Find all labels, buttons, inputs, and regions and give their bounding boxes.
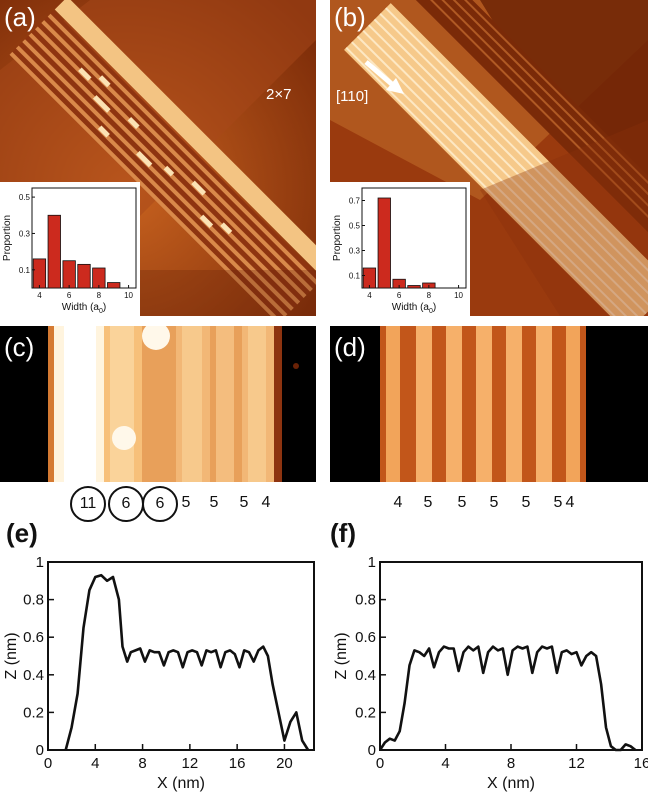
x-tick-label: 20 [276, 755, 293, 772]
stm-image-a: (a) 2×7 4 6 8 10 0.1 0.3 0.5 Width (a0) Proporti… [0, 0, 316, 316]
height-profile-line [64, 573, 310, 751]
width-label: 5 [489, 494, 499, 511]
width-label: 6 [108, 486, 144, 522]
histogram-bar [377, 197, 391, 289]
y-tick-label: 1 [36, 556, 44, 571]
stm-zoom-d: (d) [330, 326, 648, 482]
x-tick-label: 4 [37, 291, 42, 300]
panel-label-a: (a) [4, 2, 36, 32]
x-tick-label: 0 [44, 755, 52, 772]
reconstruction-label: 2×7 [266, 86, 292, 103]
y-axis-label: Z (nm) [3, 632, 20, 679]
y-tick-label: 0.5 [19, 193, 31, 202]
x-tick-label: 0 [376, 755, 384, 772]
x-tick-label: 16 [229, 755, 246, 772]
y-tick-label: 0.8 [23, 592, 44, 609]
direction-arrow-icon [364, 60, 404, 94]
width-label: 5 [181, 494, 191, 511]
y-tick-label: 0 [368, 742, 376, 759]
y-axis-label: Proportion [332, 215, 343, 261]
histogram-bar [107, 282, 121, 289]
y-axis-label: Z (nm) [333, 632, 350, 679]
y-tick-label: 0.7 [349, 197, 361, 206]
histogram-bar [77, 263, 91, 289]
width-label: 6 [142, 486, 178, 522]
stm-zoom-c-graphic [0, 326, 316, 482]
x-tick-label: 12 [182, 755, 199, 772]
x-axis-label-subscript: 0 [99, 308, 103, 315]
height-profile-line [378, 645, 637, 752]
x-tick-label: 10 [454, 291, 463, 300]
panel-label-d: (d) [334, 332, 366, 362]
x-tick-label: 8 [138, 755, 146, 772]
plot-frame [361, 187, 467, 289]
x-axis-label: Width (a0) [392, 302, 436, 315]
panel-label-c: (c) [4, 332, 35, 362]
x-tick-label: 6 [67, 291, 72, 300]
y-tick-label: 0.4 [355, 667, 376, 684]
histogram-bar [32, 258, 47, 289]
width-label: 5 [239, 494, 249, 511]
width-label: 5 [521, 494, 531, 511]
x-tick-label: 16 [634, 755, 648, 772]
y-tick-label: 0.8 [355, 592, 376, 609]
plot-frame [47, 561, 315, 751]
x-axis-label: Width (a0) [62, 302, 106, 315]
x-axis-label-close: ) [433, 302, 436, 313]
y-axis-label: Proportion [2, 215, 13, 261]
height-profile-e: 0 4 8 12 16 20 0 0.2 0.4 0.6 0.8 1 X (nm) Z (nm) [3, 556, 315, 792]
y-tick-label: 0.3 [19, 229, 31, 238]
histogram-bar [62, 260, 76, 289]
x-tick-label: 4 [367, 291, 372, 300]
histogram-a-svg: 4 6 8 10 0.1 0.3 0.5 Width (a0) Proportion [2, 187, 137, 315]
width-label: 5 [553, 494, 563, 511]
y-tick-label: 0 [36, 742, 44, 759]
x-axis-label: X (nm) [157, 775, 205, 792]
x-axis-label-close: ) [103, 302, 106, 313]
x-tick-label: 6 [397, 291, 402, 300]
histogram-bar [47, 214, 61, 289]
y-tick-label: 0.5 [349, 222, 361, 231]
stm-image-a-graphic [0, 0, 316, 316]
histogram-inset-b: 4 6 8 10 0.1 0.3 0.5 0.7 Width (a0) Proportion [330, 182, 470, 316]
x-axis-label-subscript: 0 [429, 308, 433, 315]
histogram-inset-a: 4 6 8 10 0.1 0.3 0.5 Width (a0) Proportion [0, 182, 140, 316]
stm-image-b: (b) [110] 4 6 8 10 0.1 0.3 0.5 0.7 Width (a0) Pro… [330, 0, 648, 316]
x-axis-label: X (nm) [487, 775, 535, 792]
histogram-b-svg: 4 6 8 10 0.1 0.3 0.5 0.7 Width (a0) Proportion [332, 187, 467, 315]
y-tick-label: 0.6 [23, 629, 44, 646]
x-tick-label: 8 [427, 291, 432, 300]
stm-zoom-d-graphic [330, 326, 648, 482]
width-label: 4 [393, 494, 403, 511]
x-tick-label: 8 [97, 291, 102, 300]
width-label: 5 [457, 494, 467, 511]
width-label: 4 [261, 494, 271, 511]
x-tick-label: 8 [507, 755, 515, 772]
x-tick-label: 10 [124, 291, 133, 300]
panel-label-e: (e) [6, 518, 38, 548]
x-tick-label: 12 [568, 755, 585, 772]
direction-label: [110] [336, 88, 369, 105]
panel-label-b: (b) [334, 2, 366, 32]
y-tick-label: 0.4 [23, 667, 44, 684]
stm-zoom-c: (c) [0, 326, 316, 482]
width-label: 11 [70, 486, 106, 522]
y-tick-label: 1 [368, 556, 376, 571]
y-tick-label: 0.6 [355, 629, 376, 646]
x-tick-label: 4 [441, 755, 449, 772]
y-tick-label: 0.3 [349, 247, 361, 256]
y-tick-label: 0.1 [19, 266, 31, 275]
width-label: 5 [209, 494, 219, 511]
x-tick-label: 4 [91, 755, 99, 772]
y-tick-label: 0.2 [23, 704, 44, 721]
height-profile-f: 0 4 8 12 16 0 0.2 0.4 0.6 0.8 1 X (nm) Z (nm) [333, 556, 648, 792]
y-tick-label: 0.1 [349, 272, 361, 281]
y-tick-label: 0.2 [355, 704, 376, 721]
histogram-bar [407, 285, 421, 289]
width-label: 4 [565, 494, 575, 511]
panel-label-f: (f) [330, 518, 356, 548]
width-label: 5 [423, 494, 433, 511]
